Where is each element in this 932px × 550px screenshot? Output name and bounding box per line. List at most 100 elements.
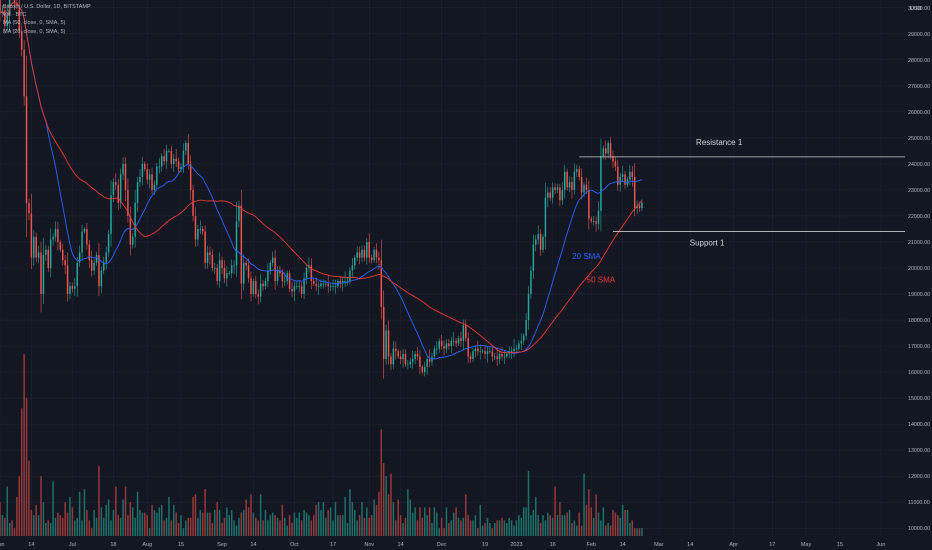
candle-body bbox=[607, 143, 609, 154]
candle-body bbox=[228, 273, 231, 275]
volume-bar bbox=[407, 489, 409, 536]
volume-bar bbox=[629, 522, 631, 536]
candle-body bbox=[182, 150, 185, 167]
candle-body bbox=[445, 343, 448, 349]
candle-body bbox=[233, 265, 235, 267]
candle-body bbox=[235, 221, 238, 266]
candle-body bbox=[341, 281, 344, 284]
candle-body bbox=[385, 330, 387, 360]
volume-bar bbox=[11, 520, 13, 536]
volume-bar bbox=[264, 509, 267, 536]
volume-bar bbox=[440, 517, 443, 536]
candle-body bbox=[271, 257, 274, 263]
volume-bar bbox=[354, 509, 356, 536]
volume-bar bbox=[327, 509, 329, 536]
candle-body bbox=[556, 187, 559, 190]
candle-body bbox=[83, 228, 86, 232]
volume-bar bbox=[339, 515, 342, 536]
volume-bar bbox=[566, 512, 568, 536]
volume-bar bbox=[105, 504, 107, 536]
volume-bar bbox=[443, 528, 445, 536]
volume-bar bbox=[337, 515, 339, 536]
candle-body bbox=[421, 366, 424, 373]
candle-body bbox=[631, 171, 634, 177]
volume-bar bbox=[539, 522, 542, 536]
volume-bar bbox=[363, 517, 366, 536]
volume-bar bbox=[612, 509, 614, 536]
volume-bar bbox=[535, 496, 537, 536]
price-tick-label: 22000.00 bbox=[908, 214, 930, 220]
candle-body bbox=[86, 228, 88, 245]
candle-body bbox=[61, 249, 64, 261]
candle-body bbox=[351, 265, 354, 271]
volume-bar bbox=[520, 517, 523, 536]
volume-bar bbox=[373, 499, 375, 536]
ma20-indicator-line[interactable]: MA (20, close, 0, SMA, 5) bbox=[3, 28, 66, 35]
volume-bar bbox=[134, 517, 136, 536]
candle-body bbox=[93, 262, 95, 271]
candle-body bbox=[407, 364, 409, 366]
volume-bar bbox=[544, 520, 547, 536]
candle-body bbox=[223, 268, 226, 279]
volume-bar bbox=[269, 515, 272, 536]
candle-body bbox=[59, 241, 62, 250]
volume-bar bbox=[467, 515, 469, 536]
volume-bar bbox=[308, 515, 310, 536]
candle-body bbox=[465, 325, 467, 339]
candle-body bbox=[404, 353, 407, 365]
candle-body bbox=[117, 184, 120, 203]
volume-bar bbox=[170, 520, 173, 536]
volume-bar bbox=[49, 522, 52, 536]
candle-body bbox=[363, 249, 366, 258]
volume-bar bbox=[54, 517, 57, 536]
candle-body bbox=[522, 335, 525, 341]
candle-body bbox=[95, 254, 98, 263]
candle-body bbox=[197, 228, 199, 240]
price-axis[interactable]: USD 10000.00 11000.00 12000.00 13000.00 1400… bbox=[908, 6, 930, 532]
candle-body bbox=[310, 265, 313, 282]
candle-body bbox=[590, 218, 593, 222]
volume-bar bbox=[141, 512, 144, 536]
volume-bar bbox=[573, 520, 576, 536]
volume-bar bbox=[626, 509, 629, 536]
candle-body bbox=[127, 189, 129, 216]
candle-body bbox=[329, 286, 332, 288]
symbol-line[interactable]: Bitcoin / U.S. Dollar, 1D, BITSTAMP bbox=[3, 4, 91, 10]
candle-body bbox=[479, 351, 482, 353]
candlesticks[interactable] bbox=[0, 0, 643, 379]
volume-bar bbox=[638, 528, 641, 536]
volume-bar bbox=[238, 517, 240, 536]
candle-body bbox=[633, 176, 636, 209]
volume-bar bbox=[25, 398, 28, 536]
candle-body bbox=[211, 254, 214, 268]
volume-bar bbox=[508, 517, 510, 536]
volume-bar bbox=[214, 509, 216, 536]
time-axis[interactable]: Jun 14 Jul 18 Aug 15 Sep 14 Oct 17 Nov 14 Dec 19 2023 1… bbox=[0, 542, 885, 548]
volume-bar bbox=[74, 520, 76, 536]
volume-bar bbox=[235, 525, 238, 536]
volume-bar bbox=[563, 515, 566, 536]
candle-body bbox=[88, 244, 91, 261]
candle-body bbox=[144, 163, 146, 170]
candle-body bbox=[568, 182, 571, 188]
volume-bar bbox=[175, 512, 177, 536]
volume-bar bbox=[576, 525, 578, 536]
horizontal-levels[interactable] bbox=[579, 156, 905, 232]
volume-bar bbox=[399, 515, 402, 536]
volume-indicator-line[interactable]: Vol · BTC bbox=[3, 12, 27, 19]
volume-bar bbox=[426, 515, 428, 536]
candle-body bbox=[349, 270, 351, 282]
candle-body bbox=[542, 236, 544, 250]
volume-bar bbox=[315, 504, 317, 536]
volume-bar bbox=[115, 486, 117, 536]
ma50-indicator-line[interactable]: MA (50, close, 0, SMA, 5) bbox=[3, 20, 66, 27]
volume-bar bbox=[247, 507, 250, 536]
volume-bar bbox=[479, 504, 482, 536]
candle-body bbox=[291, 288, 293, 292]
candle-body bbox=[443, 346, 445, 349]
volume-bar bbox=[187, 517, 189, 536]
volume-bar bbox=[438, 528, 440, 536]
candle-body bbox=[146, 169, 148, 180]
candle-body bbox=[438, 340, 440, 349]
